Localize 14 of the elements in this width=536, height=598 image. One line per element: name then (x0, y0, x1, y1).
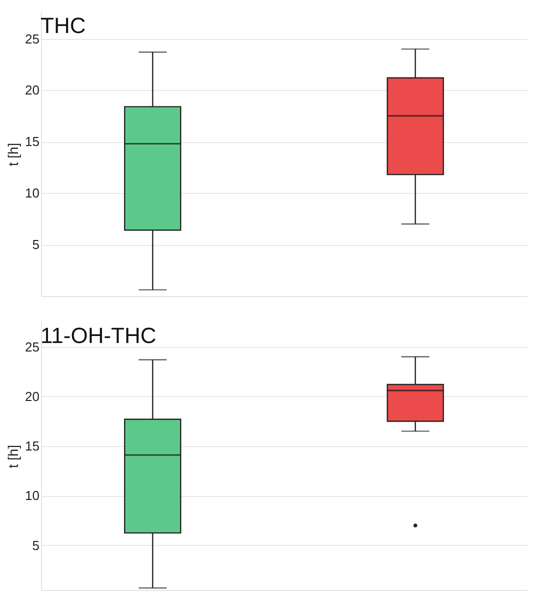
y-tick-label: 10 (25, 186, 40, 201)
y-tick-label: 15 (25, 438, 40, 454)
y-tick-label: 25 (25, 31, 40, 46)
y-axis-title: t [h] (5, 444, 22, 468)
y-tick-label: 20 (25, 388, 40, 404)
y-tick-label: 10 (25, 488, 40, 504)
chart-title: 11-OH-THC (40, 323, 156, 348)
y-tick-label: 5 (32, 237, 40, 252)
y-tick-label: 15 (25, 134, 40, 150)
chart-title: THC (40, 13, 86, 38)
y-tick-label: 5 (32, 538, 40, 553)
y-tick-label: 20 (25, 82, 40, 98)
y-axis-title: t [h] (5, 142, 22, 166)
y-tick-label: 25 (25, 339, 40, 354)
